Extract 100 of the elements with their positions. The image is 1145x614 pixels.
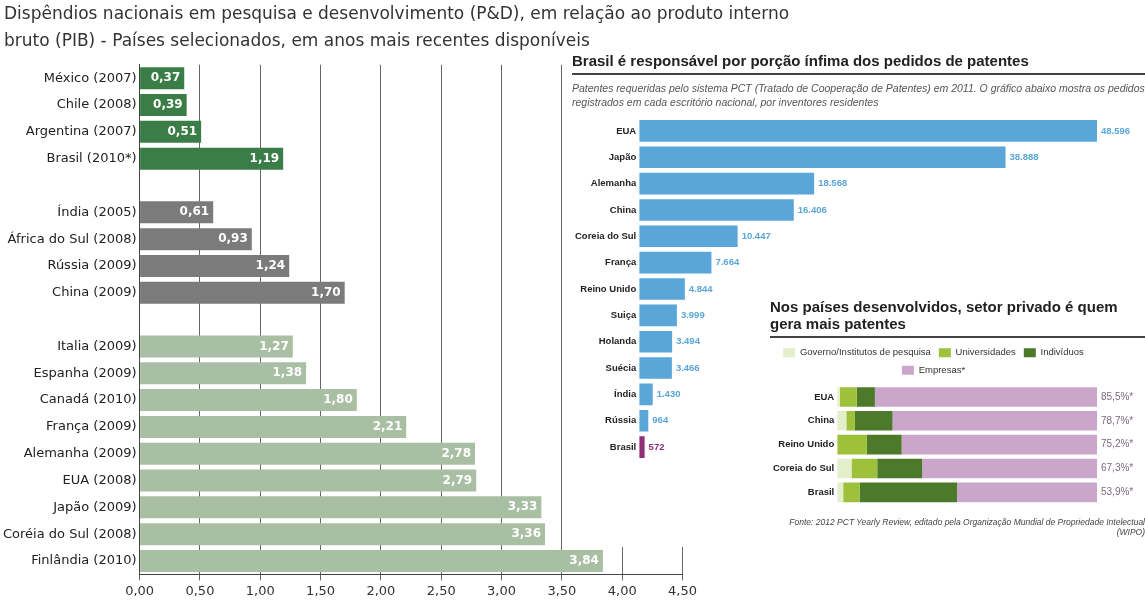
bar <box>856 387 875 407</box>
data-label: 16.406 <box>797 203 827 215</box>
y-tick-label: Holanda <box>598 335 637 347</box>
bar <box>839 387 857 407</box>
y-tick-label: China <box>609 203 637 215</box>
bar <box>956 482 1097 503</box>
data-label: 0,93 <box>218 231 248 246</box>
bar <box>639 199 794 221</box>
y-tick-label: Alemanha (2009) <box>23 445 137 461</box>
data-label: 1,38 <box>272 365 303 380</box>
y-tick-label: Coreia do Sul <box>773 462 835 474</box>
y-tick-label: Espanha (2009) <box>33 364 137 380</box>
bar <box>140 496 542 519</box>
bar <box>140 228 252 251</box>
data-label: 1,19 <box>249 150 280 165</box>
data-label: 10.447 <box>741 229 771 241</box>
y-tick-label: Reino Unido <box>580 282 637 294</box>
data-label: 2,79 <box>442 472 473 487</box>
bar <box>639 383 653 406</box>
bar <box>922 458 1097 479</box>
data-label: 572 <box>648 440 665 452</box>
chart-title: Dispêndios nacionais em pesquisa e desenvolvimento (P&D), em relação ao produto interno bruto (PIB) - Países selecionados, em anos mais recentes disponíveis <box>4 3 790 50</box>
bar <box>639 436 645 458</box>
bar <box>866 434 902 455</box>
data-label: 2,78 <box>441 445 472 460</box>
y-tick-label: Coreia do Sul <box>575 229 637 241</box>
bar <box>140 415 407 438</box>
bar <box>639 357 672 379</box>
data-label: 78,7%* <box>1101 414 1134 426</box>
x-tick-label: 1,50 <box>306 582 336 598</box>
bar <box>639 172 815 195</box>
data-label: 75,2%* <box>1101 438 1134 450</box>
y-tick-label: Rússia (2009) <box>47 257 137 273</box>
data-label: 18.568 <box>818 177 848 189</box>
chart-title: Nos países desenvolvidos, setor privado é quem gera mais patentes <box>770 298 1145 338</box>
data-label: 3.999 <box>680 308 705 320</box>
bar <box>639 120 1097 142</box>
x-tick-label: 2,00 <box>366 582 396 598</box>
y-tick-label: EUA <box>616 124 637 136</box>
x-tick-label: 4,50 <box>668 582 697 598</box>
bar <box>140 549 603 572</box>
y-tick-label: Reino Unido <box>778 438 835 450</box>
bar <box>851 458 878 479</box>
data-label: 3,33 <box>507 499 538 514</box>
bar <box>140 389 357 412</box>
bar <box>639 304 677 327</box>
data-label: 0,51 <box>167 123 198 138</box>
data-label: 53,9%* <box>1101 486 1134 498</box>
data-label: 4.844 <box>688 282 714 294</box>
bar <box>140 442 476 465</box>
y-tick-label: Chile (2008) <box>56 96 137 112</box>
bar <box>140 147 284 170</box>
y-tick-label: França <box>605 256 637 268</box>
bar <box>639 278 685 300</box>
bar <box>639 146 1006 169</box>
bar <box>901 434 1097 455</box>
data-label: 3.494 <box>676 335 701 347</box>
bar <box>837 434 867 455</box>
x-tick-label: 1,00 <box>245 582 275 598</box>
data-label: 0,39 <box>153 97 183 112</box>
y-tick-label: México (2007) <box>43 69 137 85</box>
legend-label: Empresas* <box>918 363 966 375</box>
y-tick-label: EUA (2008) <box>62 471 137 487</box>
y-tick-label: Suiça <box>610 308 637 320</box>
x-tick-label: 4,00 <box>607 582 637 598</box>
bar <box>837 411 847 431</box>
legend-label: Universidades <box>955 346 1017 358</box>
data-label: 1,27 <box>259 338 289 353</box>
y-tick-label: Finlândia (2010) <box>31 552 137 568</box>
x-tick-label: 3,50 <box>547 582 577 598</box>
data-label: 7.664 <box>715 256 740 268</box>
bar <box>854 411 893 431</box>
bar <box>892 411 1097 431</box>
legend-label: Governo/Institutos de pesquisa <box>799 346 932 358</box>
bar <box>140 281 345 304</box>
y-tick-label: Rússia <box>605 414 637 426</box>
data-label: 3,36 <box>511 526 541 541</box>
y-tick-label: China (2009) <box>52 284 137 300</box>
bar <box>140 254 290 277</box>
x-tick-label: 0,00 <box>125 582 155 598</box>
y-tick-label: Brasil <box>807 485 835 497</box>
y-tick-label: Canadá (2010) <box>39 391 137 407</box>
y-tick-label: África do Sul (2008) <box>7 230 137 246</box>
y-tick-label: EUA <box>814 390 835 402</box>
legend-label: Indivíduos <box>1040 346 1085 358</box>
bar <box>859 482 957 503</box>
y-tick-label: China <box>807 414 835 426</box>
y-tick-label: Suécia <box>605 361 637 373</box>
bar <box>639 330 673 353</box>
bar <box>846 411 855 431</box>
bar <box>877 458 923 479</box>
bar <box>140 335 293 358</box>
x-tick-label: 3,00 <box>487 582 517 598</box>
data-label: 0,37 <box>150 70 181 85</box>
y-tick-label: Brasil <box>609 440 637 452</box>
y-tick-label: Japão <box>608 150 637 162</box>
y-tick-label: Alemanha <box>590 177 637 189</box>
bar <box>639 251 712 274</box>
bar <box>639 409 649 432</box>
bar <box>140 469 477 492</box>
